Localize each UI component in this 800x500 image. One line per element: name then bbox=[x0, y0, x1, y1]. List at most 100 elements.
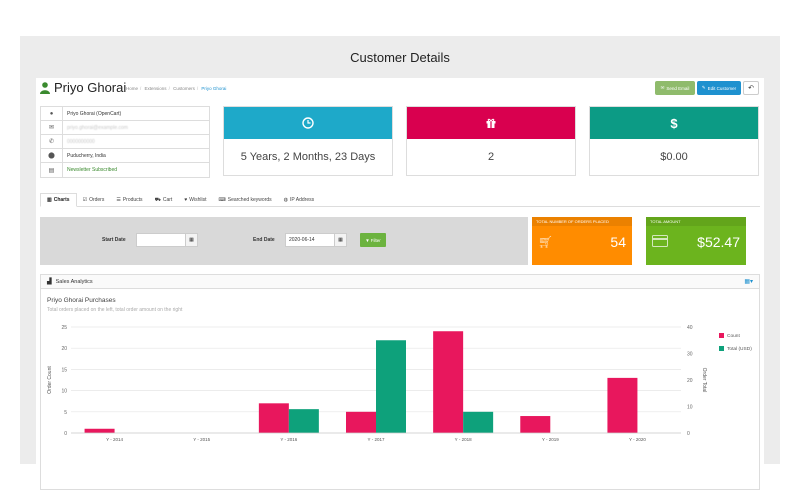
total-amount-box: TOTAL AMOUNT $52.47 bbox=[646, 217, 746, 265]
bar-count-2017 bbox=[346, 411, 376, 433]
y-tick-label: 15 bbox=[61, 367, 67, 373]
balance-tile: $ $0.00 bbox=[589, 106, 759, 176]
filter-button[interactable]: ▼ Filter bbox=[360, 233, 386, 247]
tab-searched-keywords[interactable]: ⌨ Searched keywords bbox=[218, 197, 272, 203]
y2-tick-label: 0 bbox=[687, 431, 690, 437]
customer-age-tile: 5 Years, 2 Months, 23 Days bbox=[223, 106, 393, 176]
keyboard-icon: ⌨ bbox=[218, 197, 226, 203]
y-tick-label: 5 bbox=[64, 410, 67, 416]
info-row-phone: ✆ 0000000000 bbox=[41, 135, 209, 149]
customer-header: Priyo Ghorai Home / Extensions / Customers… bbox=[36, 78, 764, 100]
tab-products[interactable]: ☰ Products bbox=[116, 197, 143, 203]
breadcrumb-extensions[interactable]: Extensions bbox=[144, 86, 167, 91]
map-marker-icon: ⬤ bbox=[41, 149, 63, 162]
customer-name-text: Priyo Ghorai bbox=[54, 80, 127, 95]
y2-tick-label: 10 bbox=[687, 405, 693, 411]
send-email-button[interactable]: ✉ Send Email bbox=[655, 81, 695, 95]
bar-count-2018 bbox=[433, 331, 464, 433]
total-orders-box: TOTAL NUMBER OF ORDERS PLACED 🛒︎ 54 bbox=[532, 217, 632, 265]
x-tick-label: Y - 2015 bbox=[193, 437, 210, 442]
calendar-dropdown-icon[interactable]: ▦▾ bbox=[744, 279, 753, 285]
breadcrumb-home[interactable]: Home bbox=[126, 86, 139, 91]
cart-icon: 🛒︎ bbox=[538, 235, 554, 249]
x-tick-label: Y - 2018 bbox=[455, 437, 472, 442]
customer-tabs: ▥ Charts ☑ Orders ☰ Products ⛟ Cart ♥ Wishlis… bbox=[40, 193, 760, 207]
tab-wishlist[interactable]: ♥ Wishlist bbox=[184, 197, 207, 203]
chart-title: Priyo Ghorai Purchases bbox=[47, 297, 116, 304]
x-tick-label: Y - 2016 bbox=[280, 437, 297, 442]
edit-customer-button[interactable]: ✎ Edit Customer bbox=[697, 81, 741, 95]
info-row-location: ⬤ Puducherry, India bbox=[41, 149, 209, 163]
calendar-icon[interactable]: ▦ bbox=[334, 234, 346, 246]
total-orders-title: TOTAL NUMBER OF ORDERS PLACED bbox=[532, 217, 632, 226]
envelope-icon: ✉ bbox=[41, 121, 63, 134]
y2-axis-label: Order Total bbox=[701, 368, 707, 393]
x-tick-label: Y - 2014 bbox=[106, 437, 123, 442]
newspaper-icon: ▤ bbox=[41, 163, 63, 177]
list-icon: ☰ bbox=[116, 197, 121, 203]
legend-swatch bbox=[719, 333, 724, 338]
y-tick-label: 0 bbox=[64, 431, 67, 437]
bar-chart-icon: ▥ bbox=[47, 197, 52, 203]
y2-tick-label: 20 bbox=[687, 378, 693, 384]
credit-card-icon bbox=[652, 235, 668, 250]
bar-total-usd--2018 bbox=[463, 411, 494, 433]
end-date-input[interactable]: 2020-06-14 ▦ bbox=[285, 233, 347, 247]
calendar-icon[interactable]: ▦ bbox=[185, 234, 197, 246]
phone-icon: ✆ bbox=[41, 135, 63, 148]
info-row-newsletter: ▤ Newsletter Subscribed bbox=[41, 163, 209, 177]
breadcrumb-customers[interactable]: Customers bbox=[173, 86, 195, 91]
rewards-value: 2 bbox=[487, 151, 495, 163]
breadcrumb-current[interactable]: Priyo Ghorai bbox=[201, 86, 227, 91]
area-chart-icon: ▟ bbox=[47, 279, 52, 285]
info-row-email: ✉ priyo.ghorai@example.com bbox=[41, 121, 209, 135]
y2-tick-label: 30 bbox=[687, 352, 693, 358]
user-icon: ● bbox=[41, 107, 63, 120]
filter-icon: ▼ bbox=[365, 237, 370, 243]
bar-count-2019 bbox=[520, 416, 551, 433]
customer-name: Priyo Ghorai bbox=[40, 80, 126, 95]
total-orders-value: 54 bbox=[610, 234, 626, 250]
tab-charts[interactable]: ▥ Charts bbox=[40, 193, 77, 207]
reply-icon: ↶ bbox=[748, 85, 754, 92]
back-button[interactable]: ↶ bbox=[743, 81, 759, 95]
end-date-label: End Date bbox=[253, 237, 275, 243]
bar-count-2014 bbox=[84, 428, 115, 433]
check-square-icon: ☑ bbox=[82, 197, 88, 203]
breadcrumb: Home / Extensions / Customers / Priyo Ghora… bbox=[126, 86, 227, 91]
y-tick-label: 20 bbox=[61, 346, 67, 352]
bar-count-2020 bbox=[607, 377, 638, 433]
tab-cart[interactable]: ⛟ Cart bbox=[154, 196, 173, 204]
dollar-icon: $ bbox=[590, 107, 758, 139]
bar-total-usd--2016 bbox=[288, 409, 319, 433]
total-amount-title: TOTAL AMOUNT bbox=[646, 217, 746, 226]
globe-icon: ◍ bbox=[283, 197, 289, 203]
x-tick-label: Y - 2020 bbox=[629, 437, 646, 442]
y2-tick-label: 40 bbox=[687, 325, 693, 331]
sales-analytics-header: ▟ Sales Analytics bbox=[41, 275, 759, 289]
customer-age-value: 5 Years, 2 Months, 23 Days bbox=[240, 151, 376, 163]
legend-label: Count bbox=[727, 333, 740, 339]
info-row-name: ● Priyo Ghorai (OpenCart) bbox=[41, 107, 209, 121]
page-title: Customer Details bbox=[350, 50, 450, 65]
sales-analytics-panel: ▟ Sales Analytics ▦▾ Priyo Ghorai Purcha… bbox=[40, 274, 760, 490]
page-background: Customer Details Priyo Ghorai Home / Exte… bbox=[20, 36, 780, 490]
legend-swatch bbox=[719, 346, 724, 351]
x-tick-label: Y - 2017 bbox=[368, 437, 385, 442]
clock-icon bbox=[224, 107, 392, 139]
pencil-icon: ✎ bbox=[701, 85, 706, 90]
gift-icon bbox=[407, 107, 575, 139]
start-date-input[interactable]: ▦ bbox=[136, 233, 198, 247]
tab-ip-address[interactable]: ◍ IP Address bbox=[283, 197, 315, 203]
legend-label: Total (USD) bbox=[727, 346, 752, 352]
y-tick-label: 10 bbox=[61, 389, 67, 395]
customer-info-table: ● Priyo Ghorai (OpenCart) ✉ priyo.ghorai… bbox=[40, 106, 210, 178]
start-date-label: Start Date bbox=[102, 237, 126, 243]
user-icon bbox=[40, 81, 50, 94]
balance-value: $0.00 bbox=[660, 151, 688, 163]
chart-subtitle: Total orders placed on the left, total o… bbox=[47, 307, 183, 313]
y-tick-label: 25 bbox=[61, 325, 67, 331]
bar-count-2016 bbox=[258, 403, 289, 433]
heart-icon: ♥ bbox=[184, 197, 188, 203]
tab-orders[interactable]: ☑ Orders bbox=[82, 197, 105, 203]
